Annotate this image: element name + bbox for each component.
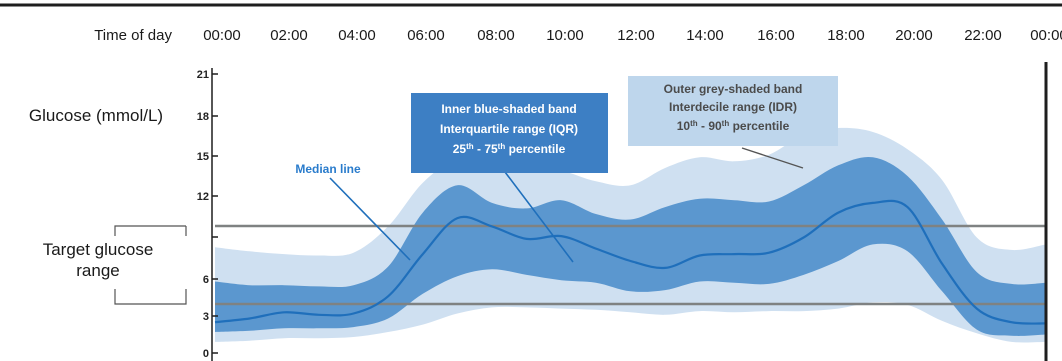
- median-line: [214, 199, 1047, 325]
- x-tick-label: 08:00: [477, 27, 515, 44]
- x-tick-label: 00:00: [1030, 27, 1062, 44]
- y-tick-label: 3: [203, 311, 209, 323]
- x-tick-label: 14:00: [686, 27, 724, 44]
- x-tick-label: 16:00: [757, 27, 795, 44]
- x-axis-title: Time of day: [94, 27, 172, 44]
- x-tick-label: 12:00: [617, 27, 655, 44]
- x-tick-label: 02:00: [270, 27, 308, 44]
- x-tick-label: 20:00: [895, 27, 933, 44]
- y-tick-label: 15: [197, 151, 209, 163]
- x-tick-label: 18:00: [827, 27, 865, 44]
- outer-band-label-box: [628, 76, 838, 146]
- outer-band-label: Outer grey-shaded band Interdecile range …: [664, 82, 803, 133]
- iqr-band: [215, 156, 1046, 336]
- target-range-label: Target glucose range: [43, 240, 154, 280]
- y-axis-title: Glucose (mmol/L): [29, 106, 163, 125]
- inner-band-label: Inner blue-shaded band Interquartile rang…: [440, 102, 578, 156]
- outer-band-pointer: [741, 147, 804, 169]
- x-tick-label: 04:00: [338, 27, 376, 44]
- y-tick-label: 18: [197, 111, 209, 123]
- x-tick-label: 22:00: [964, 27, 1002, 44]
- inner-band-label-box: [411, 93, 608, 173]
- y-tick-label: 12: [197, 191, 209, 203]
- x-tick-label: 06:00: [407, 27, 445, 44]
- target-bracket-bottom: [114, 289, 187, 305]
- median-annotation: Median line: [295, 162, 411, 261]
- y-tick-label: 6: [203, 274, 209, 286]
- outer-band-annotation: Outer grey-shaded band Interdecile range …: [628, 76, 838, 169]
- y-tick-label: 21: [197, 69, 209, 81]
- x-tick-label: 10:00: [546, 27, 584, 44]
- y-tick-label: 0: [203, 348, 209, 360]
- median-line-label: Median line: [295, 162, 361, 176]
- x-tick-label: 00:00: [203, 27, 241, 44]
- median-pointer: [329, 177, 411, 261]
- target-range-bracket: Target glucose range: [43, 225, 187, 305]
- inner-band-annotation: Inner blue-shaded band Interquartile rang…: [411, 93, 608, 263]
- inner-band-pointer: [504, 171, 574, 263]
- target-bracket-top: [114, 225, 187, 236]
